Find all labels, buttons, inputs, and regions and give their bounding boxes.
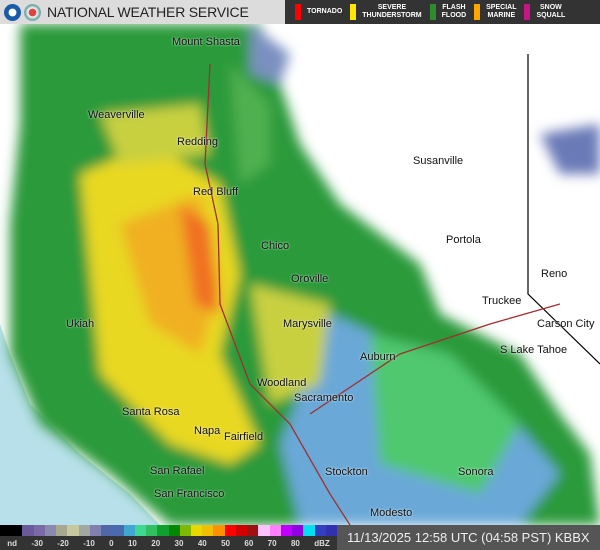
scale-swatch	[123, 525, 135, 536]
scale-swatch	[101, 525, 113, 536]
city-label: Marysville	[283, 318, 332, 330]
scale-tick: -30	[31, 539, 43, 548]
scale-swatch	[224, 525, 236, 536]
scale-tick: 70	[267, 539, 277, 548]
warning-label: SEVERE THUNDERSTORM	[362, 4, 422, 19]
scale-swatch	[0, 525, 12, 536]
city-label: Sonora	[458, 466, 494, 478]
scale-swatch	[22, 525, 34, 536]
warning-label: SPECIAL MARINE	[486, 4, 517, 19]
header: NATIONAL WEATHER SERVICE TORNADO SEVERE T…	[0, 0, 600, 24]
warning-type: FLASH FLOOD	[429, 4, 467, 20]
scale-swatch	[280, 525, 293, 536]
page-title: NATIONAL WEATHER SERVICE	[47, 4, 249, 20]
scale-tick: -10	[83, 539, 95, 548]
scale-swatch	[269, 525, 281, 536]
city-label: Oroville	[291, 273, 329, 285]
warning-label: SNOW SQUALL	[536, 4, 566, 19]
city-label: Fairfield	[224, 431, 264, 443]
warning-type: SEVERE THUNDERSTORM	[350, 4, 422, 20]
city-label: Redding	[177, 136, 218, 148]
city-label: S Lake Tahoe	[500, 344, 568, 356]
scale-tick: 30	[174, 539, 184, 548]
scale-swatch	[235, 525, 248, 536]
city-label: Chico	[261, 240, 290, 252]
scale-swatch	[134, 525, 147, 536]
scale-swatch	[44, 525, 57, 536]
warning-type: SNOW SQUALL	[524, 4, 565, 20]
scale-swatch	[314, 525, 326, 536]
warning-swatch	[295, 4, 301, 20]
city-label: Carson City	[537, 318, 595, 330]
noaa-logo-icon	[4, 3, 21, 21]
dbz-color-scale: nd -30 -20 -10 0 10 20 30 40 50 60 70 80 dBZ	[0, 525, 338, 550]
warning-type: TORNADO	[295, 4, 342, 20]
warning-label: TORNADO	[307, 8, 343, 15]
scale-swatch	[179, 525, 191, 536]
scale-swatch	[303, 525, 315, 536]
scale-swatch	[258, 525, 270, 536]
city-label: San Francisco	[154, 488, 225, 500]
city-label: Auburn	[360, 351, 396, 363]
brand: NATIONAL WEATHER SERVICE	[0, 0, 285, 24]
color-strip	[0, 525, 338, 536]
city-label: Napa	[194, 425, 221, 437]
city-label: Susanville	[413, 155, 464, 167]
scale-swatch	[89, 525, 102, 536]
scale-swatch	[213, 525, 225, 536]
warning-type: SPECIAL MARINE	[474, 4, 516, 20]
warning-legend: TORNADO SEVERE THUNDERSTORM FLASH FLOOD SPE…	[285, 0, 600, 24]
scale-swatch	[146, 525, 158, 536]
warning-swatch	[350, 4, 357, 20]
city-label: Santa Rosa	[122, 406, 180, 418]
warning-swatch	[474, 4, 481, 20]
scale-tick: nd	[7, 539, 17, 548]
scale-tick: dBZ	[314, 539, 330, 548]
city-label: Woodland	[257, 377, 307, 389]
city-label: Red Bluff	[193, 186, 239, 198]
scale-swatch	[325, 525, 338, 536]
scale-swatch	[11, 525, 23, 536]
radar-map[interactable]	[0, 24, 600, 525]
city-label: Modesto	[370, 507, 413, 519]
scale-tick: 20	[151, 539, 161, 548]
scale-ticks: nd -30 -20 -10 0 10 20 30 40 50 60 70 80 dBZ	[0, 536, 337, 548]
scale-swatch	[190, 525, 203, 536]
ocean	[0, 324, 160, 525]
scale-swatch	[157, 525, 169, 536]
warning-swatch	[524, 4, 531, 20]
city-label: Ukiah	[66, 318, 95, 330]
scale-swatch	[67, 525, 79, 536]
scale-tick: 80	[290, 539, 300, 548]
scale-swatch	[112, 525, 124, 536]
scale-swatch	[202, 525, 214, 536]
city-label: Reno	[541, 268, 568, 280]
scale-swatch	[78, 525, 90, 536]
scale-tick: -20	[57, 539, 69, 548]
city-label: Weaverville	[88, 109, 145, 121]
scale-swatch	[292, 525, 304, 536]
scale-tick: 10	[127, 539, 137, 548]
city-label: Mount Shasta	[172, 36, 240, 48]
city-label: San Rafael	[150, 465, 205, 477]
city-label: Truckee	[482, 295, 522, 307]
scale-swatch	[247, 525, 259, 536]
scale-swatch	[168, 525, 180, 536]
nws-logo-icon	[24, 3, 41, 21]
warning-swatch	[429, 4, 436, 20]
city-label: Portola	[446, 234, 481, 246]
scale-tick: 40	[197, 539, 207, 548]
scale-swatch	[56, 525, 68, 536]
radar-echoes	[10, 24, 600, 525]
warning-label: FLASH FLOOD	[441, 4, 467, 19]
scale-tick: 50	[221, 539, 231, 548]
scale-tick: 0	[109, 539, 114, 548]
city-label: Sacramento	[294, 392, 354, 404]
city-label: Stockton	[325, 466, 368, 478]
timestamp: 11/13/2025 12:58 UTC (04:58 PST) KBBX	[337, 525, 600, 550]
scale-swatch	[33, 525, 45, 536]
scale-tick: 60	[244, 539, 254, 548]
